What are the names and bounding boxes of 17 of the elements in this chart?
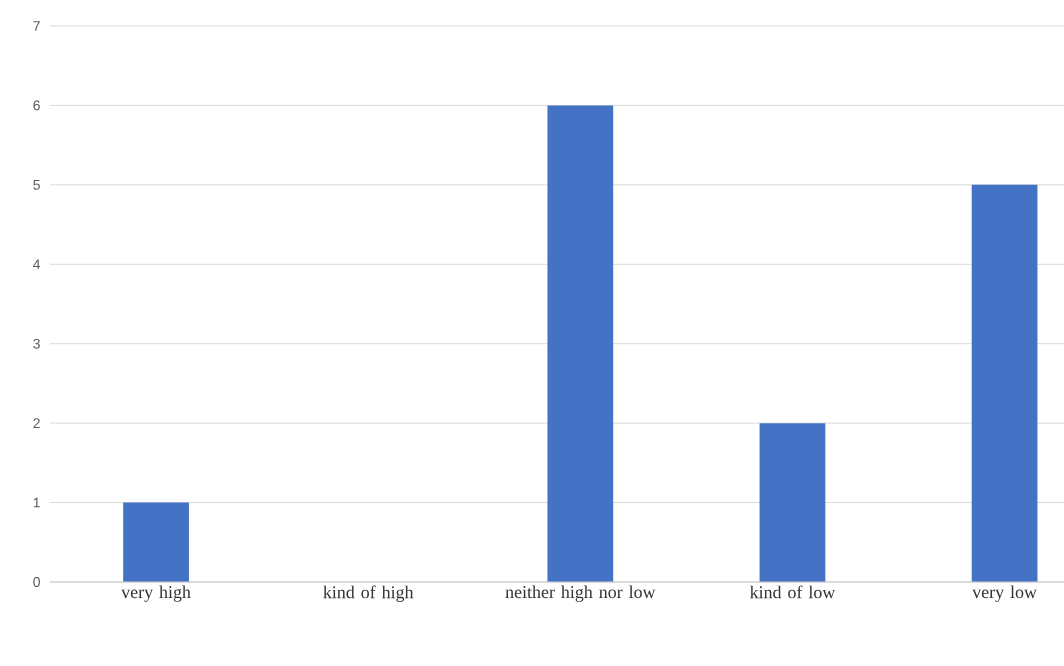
y-tick-label: 0 bbox=[33, 577, 40, 587]
y-tick-label: 5 bbox=[33, 179, 40, 190]
x-tick-label: neither high nor low bbox=[505, 585, 656, 602]
y-tick-label: 1 bbox=[33, 497, 40, 508]
bar bbox=[123, 502, 189, 582]
x-tick-label: kind of high bbox=[323, 585, 414, 603]
y-tick-label: 4 bbox=[33, 259, 41, 270]
x-tick-label: very high bbox=[121, 585, 191, 602]
bar bbox=[971, 184, 1038, 582]
x-tick-label: kind of low bbox=[749, 585, 836, 599]
bar bbox=[759, 423, 826, 582]
y-tick-label: 3 bbox=[33, 338, 40, 349]
y-tick-label: 7 bbox=[33, 21, 40, 31]
x-tick-label: very low bbox=[972, 585, 1037, 602]
bar bbox=[547, 105, 614, 582]
y-tick-label: 6 bbox=[33, 100, 40, 111]
y-tick-label: 2 bbox=[33, 418, 40, 429]
